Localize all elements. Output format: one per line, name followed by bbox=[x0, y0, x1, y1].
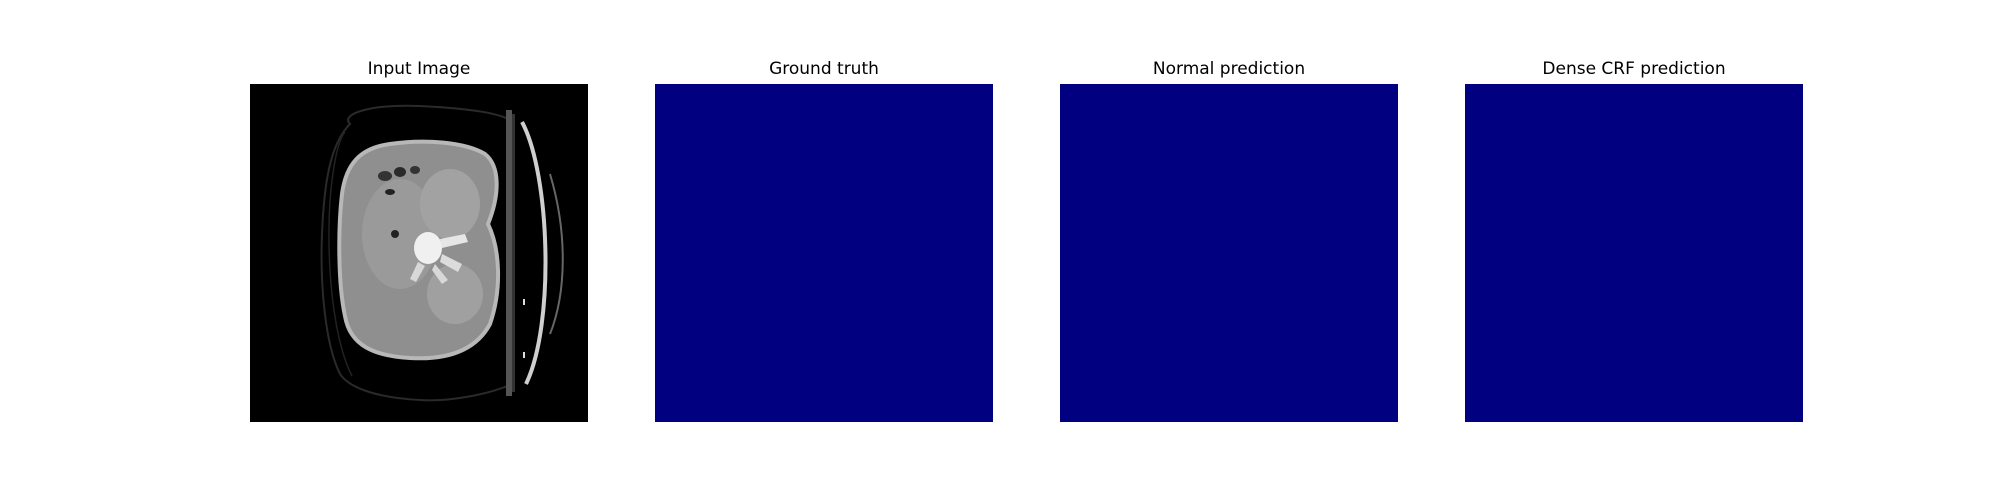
dense-crf-prediction-panel bbox=[1465, 84, 1803, 422]
ct-scan-image bbox=[250, 84, 588, 422]
input-image-panel bbox=[250, 84, 588, 422]
panel-title-normal-prediction: Normal prediction bbox=[1152, 59, 1306, 79]
ground-truth-mask bbox=[655, 84, 993, 422]
panel-title-dense-crf-prediction: Dense CRF prediction bbox=[1542, 59, 1726, 79]
panel-title-input-image: Input Image bbox=[367, 59, 471, 79]
panel-title-ground-truth: Ground truth bbox=[769, 59, 879, 79]
normal-prediction-panel bbox=[1060, 84, 1398, 422]
normal-prediction-mask bbox=[1060, 84, 1398, 422]
ground-truth-panel bbox=[655, 84, 993, 422]
dense-crf-prediction-mask bbox=[1465, 84, 1803, 422]
